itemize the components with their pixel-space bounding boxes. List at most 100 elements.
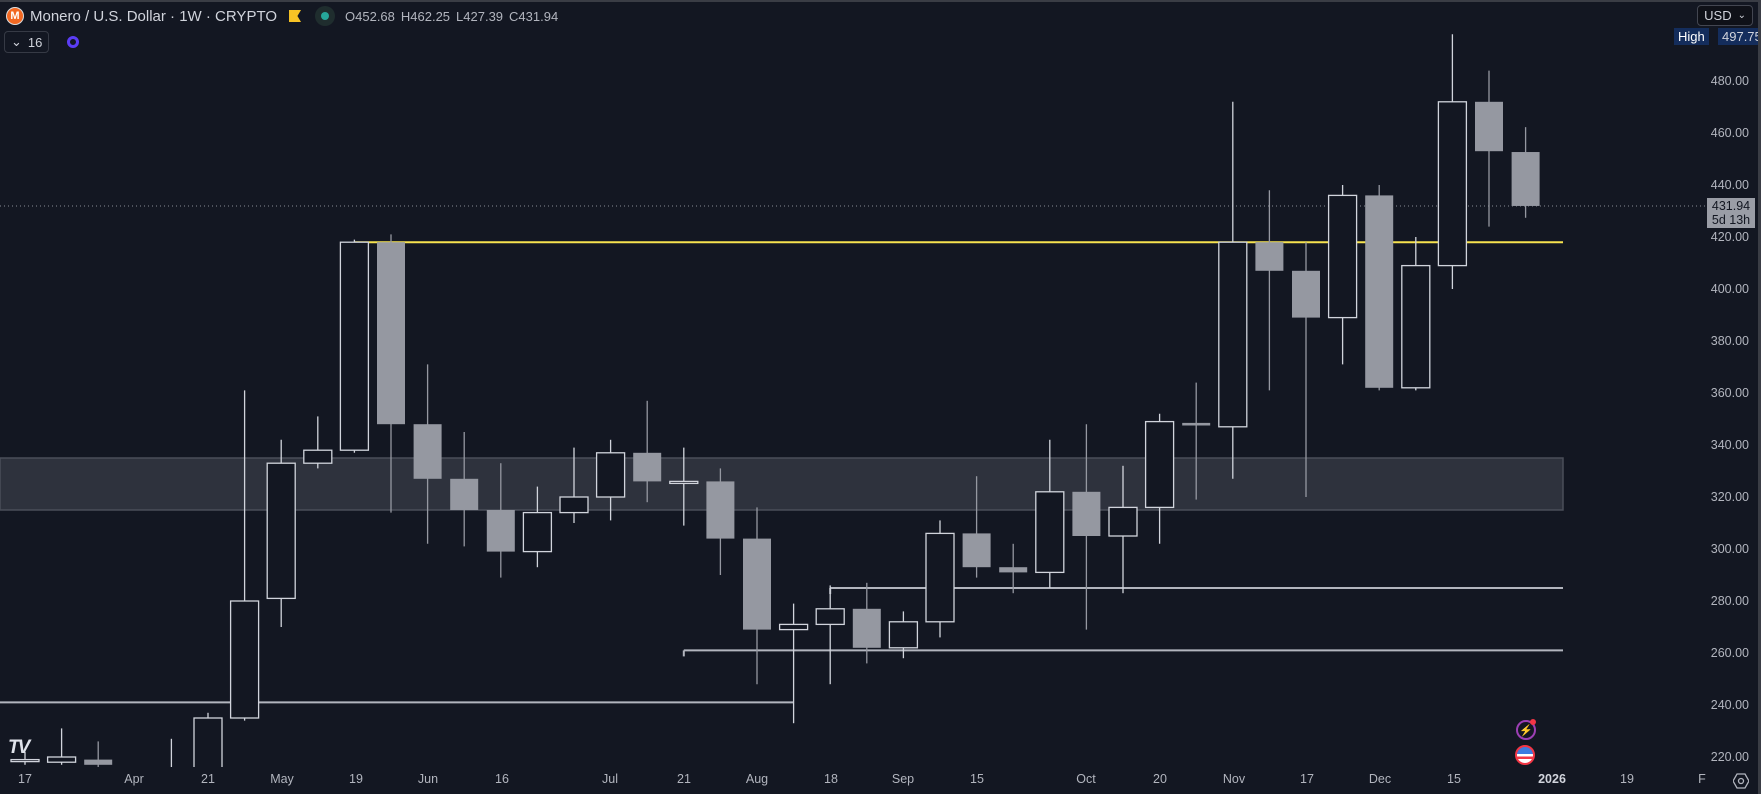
ohlc-values: O452.68 H462.25 L427.39 C431.94 [345, 9, 564, 24]
close-value: C431.94 [509, 8, 559, 24]
us-flag-events-icon[interactable] [1515, 745, 1535, 765]
candle-up[interactable] [1035, 491, 1065, 574]
tradingview-logo[interactable]: TV [8, 737, 30, 758]
price-tick: 420.00 [1710, 230, 1749, 244]
candle-up[interactable] [1401, 264, 1431, 389]
time-label: 18 [824, 772, 838, 786]
time-label: May [270, 772, 294, 786]
market-status-icon[interactable] [315, 6, 336, 26]
candle-down[interactable] [1072, 491, 1101, 536]
candle-down[interactable] [962, 533, 991, 568]
time-label: Jul [602, 772, 618, 786]
candle-down[interactable] [1365, 195, 1394, 388]
time-label: 15 [1447, 772, 1461, 786]
last-price-label: 431.94 5d 13h [1707, 198, 1755, 228]
price-tick: 220.00 [1710, 750, 1749, 764]
candle-up[interactable] [1327, 194, 1358, 319]
candle-down[interactable] [1511, 152, 1540, 206]
candle-down[interactable] [84, 759, 113, 765]
time-label: Oct [1076, 772, 1096, 786]
candle-up[interactable] [1437, 101, 1468, 267]
candle-up[interactable] [815, 608, 845, 626]
settings-hex-icon[interactable] [1733, 773, 1749, 789]
time-label: 21 [677, 772, 691, 786]
candle-up[interactable] [669, 480, 699, 485]
candle-up[interactable] [1108, 506, 1138, 537]
open-value: O452.68 [345, 8, 395, 24]
time-label: 20 [1153, 772, 1167, 786]
candle-down[interactable] [1292, 270, 1320, 318]
monero-logo-icon: M [6, 7, 24, 25]
price-tick: 460.00 [1710, 126, 1749, 140]
candle-down[interactable] [377, 242, 405, 425]
candle-down[interactable] [633, 452, 662, 482]
candle-up[interactable] [339, 241, 370, 451]
candle-up[interactable] [522, 511, 553, 553]
candle-up[interactable] [157, 778, 185, 783]
candle-down[interactable] [1475, 101, 1503, 152]
candle-down[interactable] [450, 478, 479, 510]
candle-up[interactable] [778, 623, 809, 631]
candle-up[interactable] [925, 532, 955, 623]
chevron-down-icon: ⌄ [1737, 10, 1746, 21]
bar-countdown: 5d 13h [1711, 213, 1751, 227]
time-label: 2026 [1538, 772, 1566, 786]
candle-down[interactable] [852, 608, 881, 648]
time-label: 21 [201, 772, 215, 786]
time-label: 17 [1300, 772, 1314, 786]
high-value: H462.25 [400, 8, 451, 24]
candle-down[interactable] [706, 481, 735, 539]
candle-up[interactable] [559, 496, 589, 514]
time-label: 19 [1620, 772, 1634, 786]
candle-up[interactable] [595, 452, 626, 498]
candle-up[interactable] [229, 600, 260, 719]
symbol-legend: M Monero / U.S. Dollar · 1W · CRYPTO O45… [6, 6, 564, 26]
support-zone [0, 457, 1564, 511]
lightning-alert-icon[interactable]: ⚡ [1516, 719, 1536, 740]
price-tick: 360.00 [1710, 386, 1749, 400]
candle-up[interactable] [1218, 241, 1248, 428]
candle-down[interactable] [486, 510, 515, 552]
time-label: Aug [745, 772, 769, 786]
time-label: 15 [970, 772, 984, 786]
low-value: L427.39 [456, 8, 504, 24]
time-label: Jun [417, 772, 439, 786]
currency-value: USD [1704, 8, 1732, 23]
price-tick: 380.00 [1710, 334, 1749, 348]
price-tick: 320.00 [1710, 490, 1749, 504]
candle-down[interactable] [413, 424, 442, 479]
price-tick: 400.00 [1710, 282, 1749, 296]
price-tick: 260.00 [1710, 646, 1749, 660]
candle-up[interactable] [1144, 420, 1175, 509]
indicators-collapse-button[interactable]: ⌄ 16 [4, 31, 50, 53]
time-label: 16 [495, 772, 509, 786]
candle-down[interactable] [743, 538, 771, 630]
symbol-title[interactable]: Monero / U.S. Dollar · 1W · CRYPTO [30, 7, 278, 25]
time-label: Nov [1222, 772, 1246, 786]
price-tick: 300.00 [1710, 542, 1749, 556]
right-border [1758, 0, 1761, 794]
price-tick: 280.00 [1710, 594, 1749, 608]
indicators-row: ⌄ 16 [4, 31, 80, 53]
time-label: Apr [124, 772, 144, 786]
candle-up[interactable] [46, 756, 77, 763]
candle-down[interactable] [1255, 242, 1284, 271]
time-label: 17 [18, 772, 32, 786]
candle-down[interactable] [1182, 422, 1211, 426]
currency-select[interactable]: USD ⌄ [1697, 5, 1753, 26]
price-tick: 440.00 [1710, 178, 1749, 192]
candle-up[interactable] [10, 758, 40, 763]
candle-up[interactable] [266, 462, 296, 600]
candle-up[interactable] [303, 449, 333, 464]
high-value-label: 497.75 [1718, 28, 1758, 45]
candle-up[interactable] [193, 717, 223, 783]
flag-icon[interactable] [289, 10, 302, 22]
candle-up[interactable] [888, 621, 919, 649]
price-tick: 240.00 [1710, 698, 1749, 712]
time-label: Sep [891, 772, 915, 786]
candle-down[interactable] [999, 567, 1028, 573]
price-tick: 480.00 [1710, 74, 1749, 88]
time-label: Dec [1368, 772, 1392, 786]
